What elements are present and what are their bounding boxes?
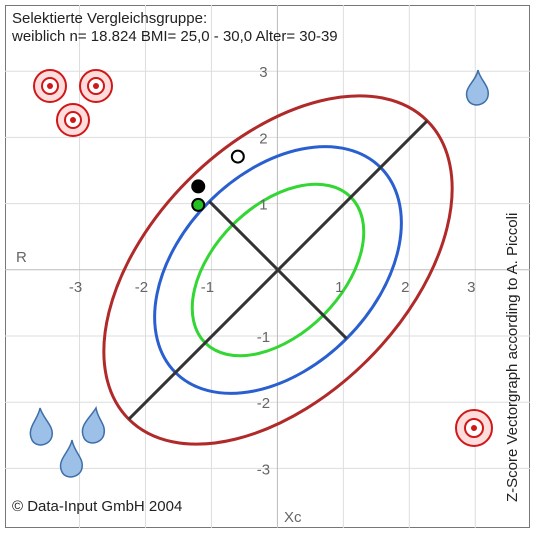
y-tick-label: 1 xyxy=(259,197,267,214)
y-tick-label: -2 xyxy=(257,395,270,412)
x-tick-label: 1 xyxy=(335,279,343,296)
x-tick-label: 2 xyxy=(401,279,409,296)
point xyxy=(230,149,245,164)
x-tick-label: -2 xyxy=(135,279,148,296)
minor-axis xyxy=(208,200,348,340)
target-icons xyxy=(33,69,493,447)
y-tick-label: -3 xyxy=(257,461,270,478)
y-tick-label: 2 xyxy=(259,130,267,147)
credit: © Data-Input GmbH 2004 xyxy=(12,498,182,515)
side-label: Z-Score Vectorgraph according to A. Picc… xyxy=(504,213,521,502)
subtitle: weiblich n= 18.824 BMI= 25,0 - 30,0 Alte… xyxy=(11,28,338,45)
y-tick-label: -1 xyxy=(257,329,270,346)
x-axis-label: Xc xyxy=(284,509,302,526)
x-tick-label: 3 xyxy=(467,279,475,296)
point xyxy=(191,179,206,194)
x-tick-label: -1 xyxy=(201,279,214,296)
drop-icons xyxy=(29,69,489,478)
y-tick-label: 3 xyxy=(259,64,267,81)
point xyxy=(191,197,206,212)
x-tick-label: -3 xyxy=(69,279,82,296)
title: Selektierte Vergleichsgruppe: xyxy=(12,10,207,27)
y-axis-label: R xyxy=(16,249,27,266)
ellipses xyxy=(102,94,454,446)
